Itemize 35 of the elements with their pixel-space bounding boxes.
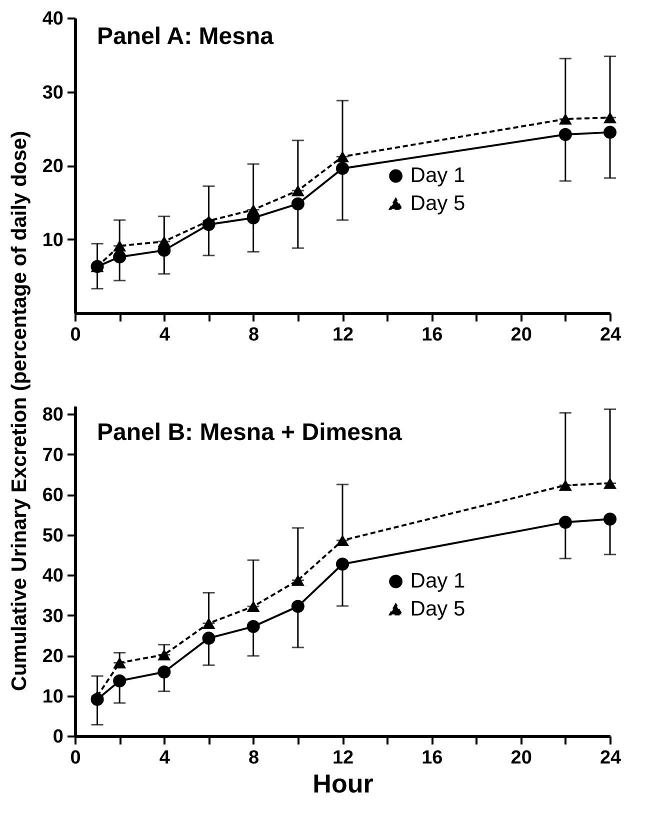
y-tick-label: 10 xyxy=(42,686,64,708)
y-tick-label: 20 xyxy=(42,156,64,177)
y-tick-label: 40 xyxy=(42,8,64,30)
legend-label: Day 5 xyxy=(410,192,466,215)
x-tick-label: 24 xyxy=(600,748,622,768)
y-tick-label: 60 xyxy=(42,485,64,506)
text: Panel B: Mesna + Dimesna xyxy=(97,419,402,446)
x-tick-label: 20 xyxy=(510,748,532,768)
y-tick-label: 40 xyxy=(42,566,64,587)
x-tick-label: 20 xyxy=(510,324,532,346)
y-tick-label: 0 xyxy=(52,726,64,748)
x-tick-label: 4 xyxy=(159,748,170,768)
x-tick-label: 24 xyxy=(600,324,622,346)
x-tick-label: 4 xyxy=(159,324,170,346)
legend-label: Day 1 xyxy=(410,164,466,187)
y-tick-label: 80 xyxy=(42,404,64,426)
y-tick-label: 50 xyxy=(42,525,64,546)
y-axis-title: Cumulative Urinary Excretion (percentage of daily dose) xyxy=(8,130,32,692)
x-tick-label: 8 xyxy=(248,324,260,346)
x-tick-label: 16 xyxy=(422,324,443,346)
legend-label: Day 5 xyxy=(410,598,466,620)
legend-label: Day 1 xyxy=(410,570,466,592)
x-tick-label: 16 xyxy=(422,748,443,768)
y-tick-label: 20 xyxy=(42,646,64,668)
y-tick-label: 70 xyxy=(42,444,64,466)
x-axis-title: Hour xyxy=(312,768,374,798)
chart-title: Panel A: Mesna xyxy=(97,23,274,50)
y-tick-label: 30 xyxy=(42,606,64,627)
x-tick-label: 12 xyxy=(332,748,354,768)
x-tick-label: 0 xyxy=(70,748,81,768)
y-tick-label: 30 xyxy=(42,82,64,104)
y-tick-label: 10 xyxy=(42,230,64,251)
x-tick-label: 12 xyxy=(332,324,354,346)
x-tick-label: 8 xyxy=(248,748,260,768)
x-tick-label: 0 xyxy=(70,324,81,346)
